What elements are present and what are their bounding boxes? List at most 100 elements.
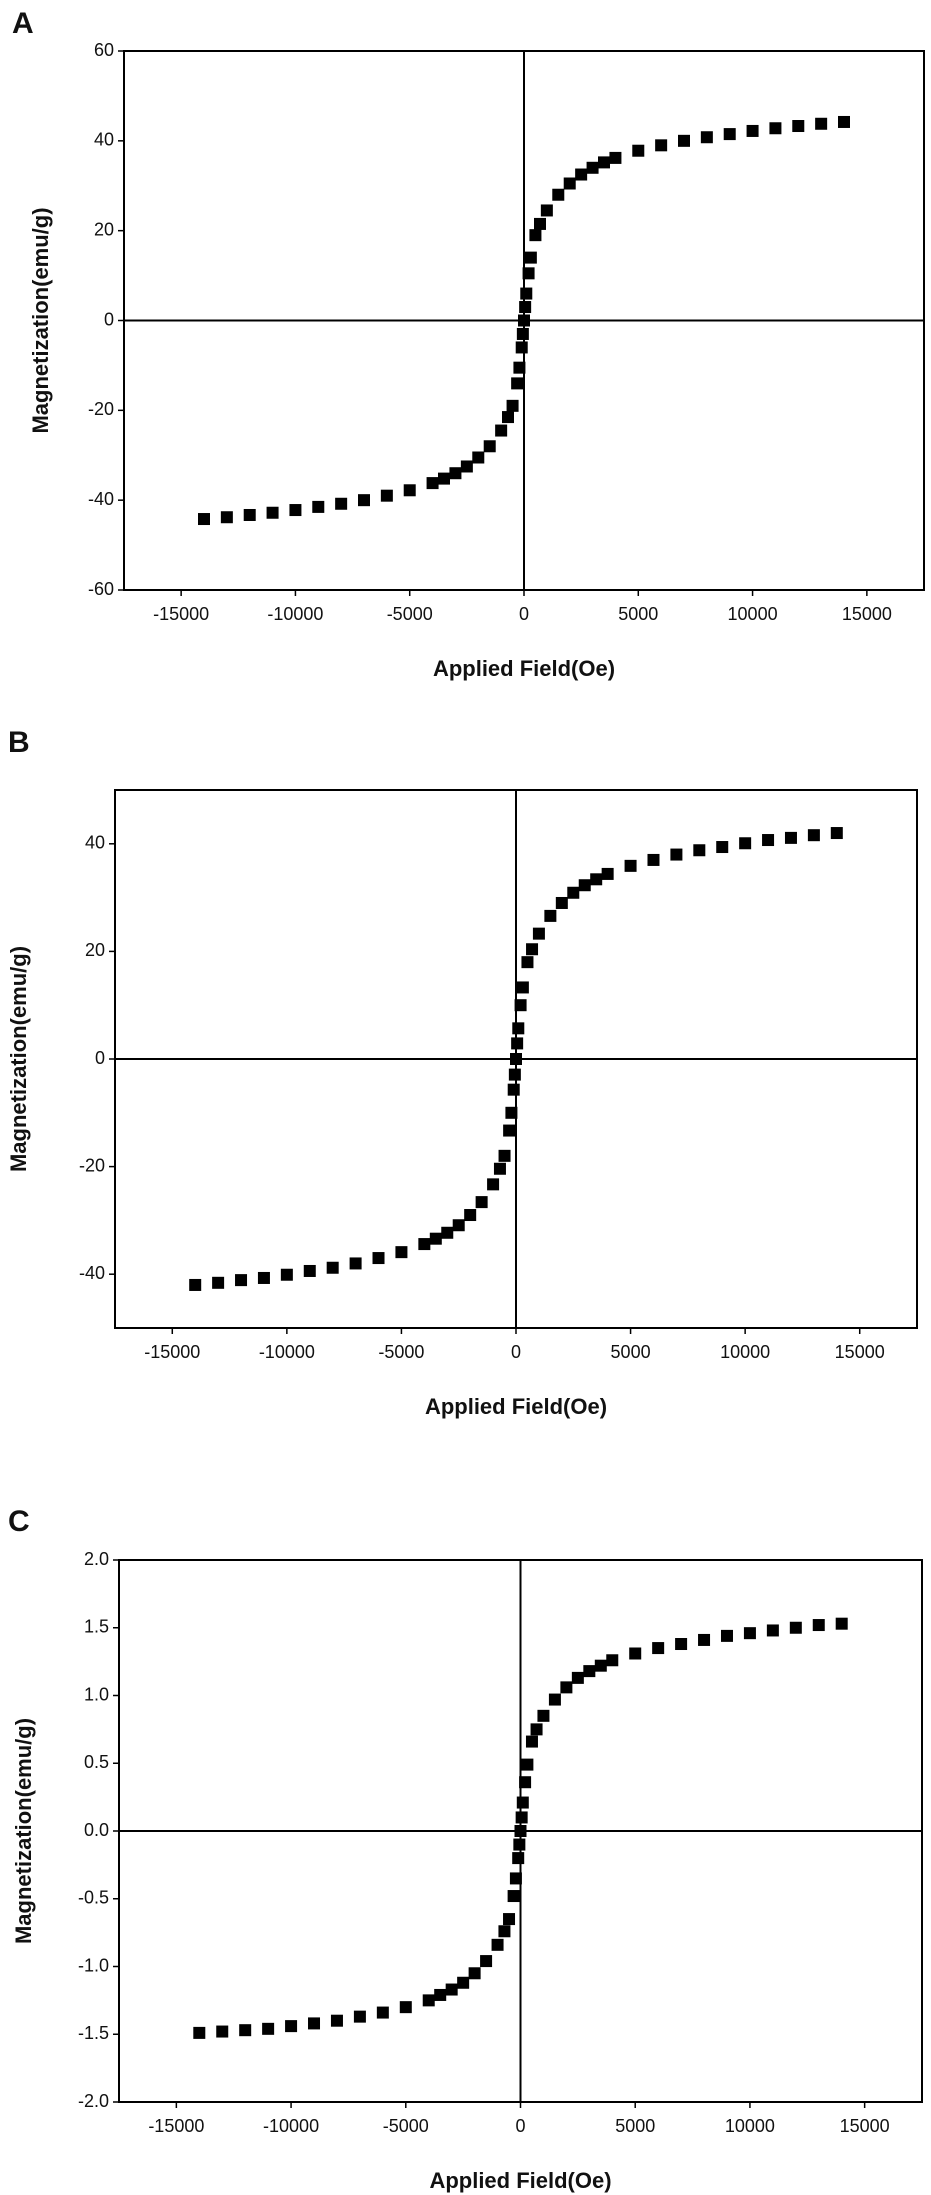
data-point (552, 188, 565, 201)
data-point (502, 411, 514, 424)
data-point (563, 177, 576, 190)
y-axis-title: Magnetization(emu/g) (6, 946, 31, 1172)
data-point (720, 1629, 733, 1642)
data-point (512, 1022, 525, 1035)
x-tick-label: 5000 (618, 604, 658, 624)
data-point (583, 1665, 596, 1678)
x-tick-label: 10000 (725, 2116, 775, 2136)
data-point (280, 1268, 293, 1281)
data-point (266, 506, 279, 519)
data-point (380, 489, 393, 502)
data-point (693, 844, 706, 857)
data-point (198, 513, 210, 526)
data-point (578, 879, 591, 892)
data-point (830, 827, 843, 840)
data-point (548, 1693, 561, 1706)
data-point (464, 1209, 477, 1222)
data-point (472, 451, 485, 464)
data-point (239, 2024, 252, 2037)
y-tick-label: 1.5 (84, 1617, 109, 1637)
data-point (475, 1196, 488, 1209)
y-tick-label: 20 (94, 219, 114, 239)
x-tick-label: 10000 (728, 604, 778, 624)
data-point (358, 494, 370, 507)
data-point (498, 1149, 511, 1162)
x-tick-label: 15000 (835, 1342, 885, 1362)
data-point (526, 943, 539, 956)
x-tick-label: -10000 (267, 604, 323, 624)
data-point (601, 867, 614, 880)
data-point (434, 1988, 447, 2001)
data-point (575, 168, 588, 181)
y-tick-label: 60 (94, 40, 114, 60)
data-point (235, 1274, 248, 1287)
data-point (670, 848, 683, 861)
data-point (426, 477, 439, 490)
x-tick-label: -15000 (144, 1342, 200, 1362)
data-point (698, 1633, 711, 1646)
y-tick-label: -20 (79, 1155, 105, 1175)
data-point (491, 1938, 504, 1951)
data-point (746, 124, 759, 137)
data-point (560, 1681, 573, 1694)
data-point (330, 2014, 343, 2027)
data-point (723, 128, 736, 141)
data-point (445, 1983, 458, 1996)
y-tick-label: 2.0 (84, 1549, 109, 1569)
x-tick-label: -15000 (148, 2116, 204, 2136)
data-point (429, 1232, 442, 1245)
data-point (655, 139, 668, 152)
data-point (647, 853, 660, 866)
data-point (521, 956, 534, 969)
data-point (766, 1624, 779, 1637)
y-tick-label: -40 (88, 489, 114, 509)
data-point (460, 460, 473, 473)
data-point (521, 1758, 534, 1771)
data-point (739, 837, 752, 850)
data-point (335, 497, 348, 510)
data-point (716, 841, 729, 854)
data-point (308, 2017, 321, 2030)
data-point (289, 504, 302, 517)
data-point (807, 829, 820, 842)
data-point (586, 161, 599, 174)
data-point (514, 999, 527, 1012)
y-tick-label: 0 (95, 1048, 105, 1068)
data-point (743, 1627, 756, 1640)
x-tick-label: -5000 (383, 2116, 429, 2136)
data-point (812, 1619, 825, 1632)
data-point (789, 1621, 802, 1634)
data-point (509, 1872, 522, 1885)
data-point (835, 1617, 848, 1630)
data-point (511, 377, 524, 390)
y-tick-label: 40 (94, 130, 114, 150)
data-point (555, 896, 568, 909)
x-tick-label: 0 (519, 604, 529, 624)
data-point (303, 1264, 316, 1277)
data-point (513, 361, 526, 374)
data-point (571, 1671, 584, 1684)
x-tick-label: 0 (515, 2116, 525, 2136)
panel-label: A (12, 7, 34, 40)
data-point (257, 1271, 270, 1284)
data-point (515, 341, 528, 354)
data-point (326, 1261, 339, 1274)
data-point (540, 204, 553, 217)
x-tick-label: 10000 (720, 1342, 770, 1362)
data-point (609, 151, 622, 164)
data-point (815, 117, 828, 130)
data-point (524, 251, 537, 264)
data-point (495, 424, 508, 437)
data-point (784, 831, 797, 844)
y-tick-label: 40 (85, 833, 105, 853)
data-point (498, 1925, 511, 1938)
data-point (422, 1994, 435, 2007)
data-point (598, 156, 610, 169)
data-point (507, 1083, 520, 1096)
data-point (403, 484, 416, 497)
data-point (493, 1162, 506, 1175)
data-point (632, 144, 645, 157)
data-point (438, 472, 450, 485)
data-point (243, 508, 256, 521)
y-tick-label: 0.0 (84, 1820, 109, 1840)
